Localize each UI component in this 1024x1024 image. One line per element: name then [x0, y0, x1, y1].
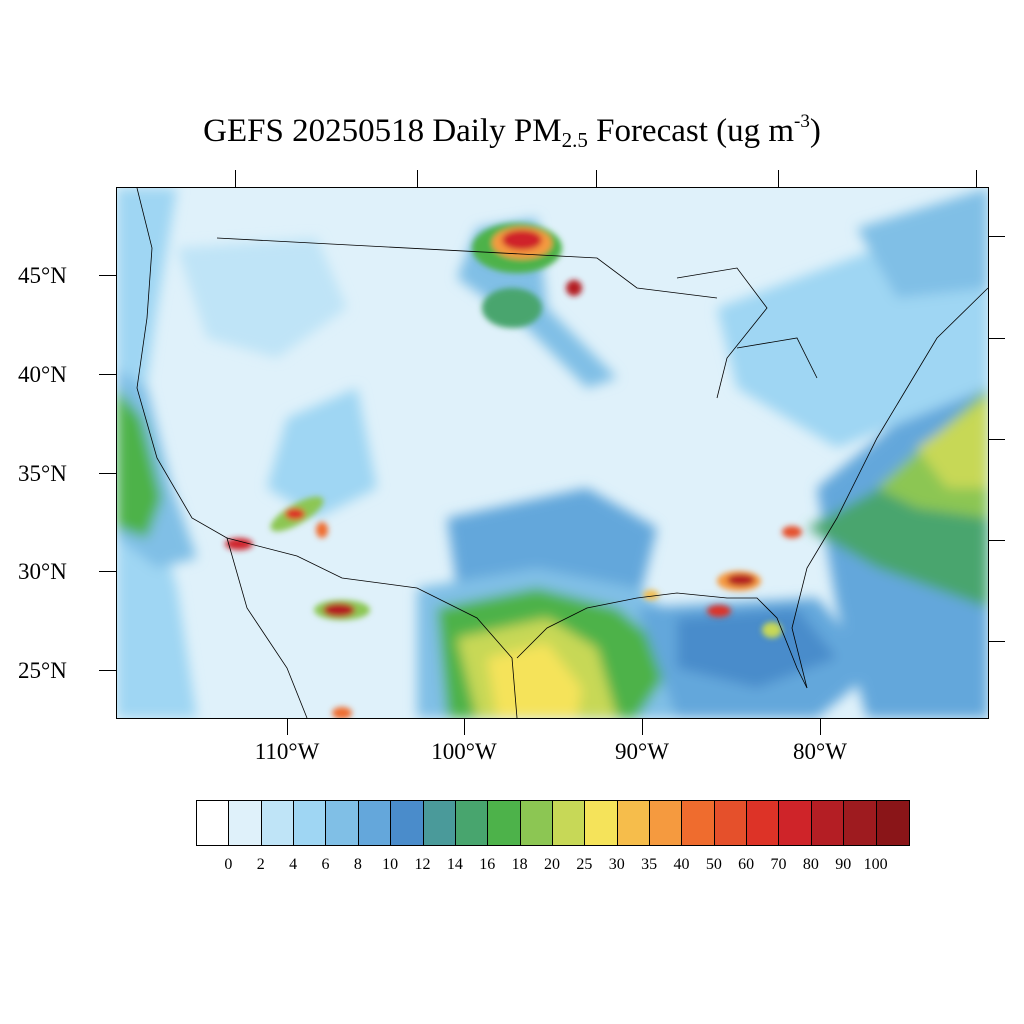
- tick-top-4: [778, 170, 779, 187]
- tick-top-5: [976, 170, 977, 187]
- colorbar-label: 12: [414, 856, 431, 873]
- lat-label-30: 30°N: [18, 559, 67, 584]
- title-close: ): [809, 113, 821, 149]
- colorbar-swatch: [488, 801, 521, 845]
- tick-bottom-2: [464, 718, 465, 735]
- tick-right-5: [988, 641, 1005, 642]
- colorbar-label: 14: [446, 856, 463, 873]
- title-subscript: 2.5: [561, 128, 588, 152]
- tick-left-3: [99, 473, 116, 474]
- tick-bottom-3: [642, 718, 643, 735]
- colorbar-swatch: [326, 801, 359, 845]
- colorbar-label: 4: [289, 856, 298, 873]
- colorbar-labels: 0 2 4 6 8 10 12 14 16 18 20 25 30 35 40 50 60 70 80 90 100: [196, 856, 908, 876]
- lat-label-40: 40°N: [18, 362, 67, 387]
- colorbar-label: 2: [256, 856, 265, 873]
- tick-left-4: [99, 571, 116, 572]
- title-superscript: -3: [794, 111, 810, 132]
- colorbar-swatch: [552, 801, 586, 845]
- colorbar-swatch: [423, 801, 456, 845]
- colorbar-label: 35: [641, 856, 658, 873]
- colorbar-swatch: [455, 801, 489, 845]
- colorbar-label: 90: [835, 856, 852, 873]
- colorbar-label: 18: [511, 856, 528, 873]
- colorbar-swatch: [391, 801, 424, 845]
- tick-right-4: [988, 540, 1005, 541]
- colorbar-label: 8: [353, 856, 362, 873]
- lon-label-80w: 80°W: [793, 739, 847, 764]
- colorbar-swatch: [650, 801, 683, 845]
- lat-label-35: 35°N: [18, 461, 67, 486]
- coastlines: [136, 188, 988, 718]
- colorbar-label: 10: [382, 856, 399, 873]
- colorbar-swatch: [714, 801, 748, 845]
- colorbar-swatch: [294, 801, 327, 845]
- tick-top-3: [596, 170, 597, 187]
- tick-right-1: [988, 236, 1005, 237]
- colorbar: [196, 800, 910, 846]
- pm25-map: [116, 187, 989, 719]
- lon-label-100w: 100°W: [431, 739, 497, 764]
- colorbar-swatch: [520, 801, 553, 845]
- colorbar-swatch: [197, 801, 230, 845]
- colorbar-label: 16: [479, 856, 496, 873]
- pm25-field: [117, 188, 988, 718]
- colorbar-label: 6: [321, 856, 330, 873]
- lat-label-25: 25°N: [18, 658, 67, 683]
- colorbar-label: 30: [608, 856, 625, 873]
- colorbar-swatch: [585, 801, 618, 845]
- colorbar-swatch: [261, 801, 295, 845]
- colorbar-label: 40: [673, 856, 690, 873]
- title-main: GEFS 20250518 Daily PM: [203, 113, 562, 149]
- map-title: GEFS 20250518 Daily PM2.5 Forecast (ug m…: [0, 112, 1024, 151]
- tick-left-1: [99, 275, 116, 276]
- colorbar-swatch: [876, 801, 909, 845]
- colorbar-swatch: [779, 801, 812, 845]
- tick-top-1: [235, 170, 236, 187]
- tick-bottom-1: [287, 718, 288, 735]
- tick-left-2: [99, 374, 116, 375]
- colorbar-label: 0: [224, 856, 233, 873]
- colorbar-swatch: [844, 801, 877, 845]
- colorbar-swatch: [358, 801, 392, 845]
- colorbar-label: 100: [863, 856, 888, 873]
- colorbar-label: 25: [576, 856, 593, 873]
- colorbar-swatch: [682, 801, 715, 845]
- tick-right-2: [988, 338, 1005, 339]
- tick-top-2: [417, 170, 418, 187]
- title-suffix: Forecast (ug m: [587, 113, 795, 149]
- colorbar-label: 50: [705, 856, 722, 873]
- colorbar-swatch: [617, 801, 651, 845]
- lat-label-45: 45°N: [18, 263, 67, 288]
- lon-label-90w: 90°W: [615, 739, 669, 764]
- colorbar-label: 20: [544, 856, 560, 873]
- colorbar-swatch: [811, 801, 845, 845]
- colorbar-label: 70: [770, 856, 787, 873]
- tick-bottom-4: [820, 718, 821, 735]
- colorbar-swatch: [229, 801, 262, 845]
- colorbar-label: 60: [738, 856, 755, 873]
- colorbar-swatch: [747, 801, 780, 845]
- lon-label-110w: 110°W: [254, 739, 320, 764]
- colorbar-label: 80: [802, 856, 819, 873]
- tick-right-3: [988, 439, 1005, 440]
- tick-left-5: [99, 670, 116, 671]
